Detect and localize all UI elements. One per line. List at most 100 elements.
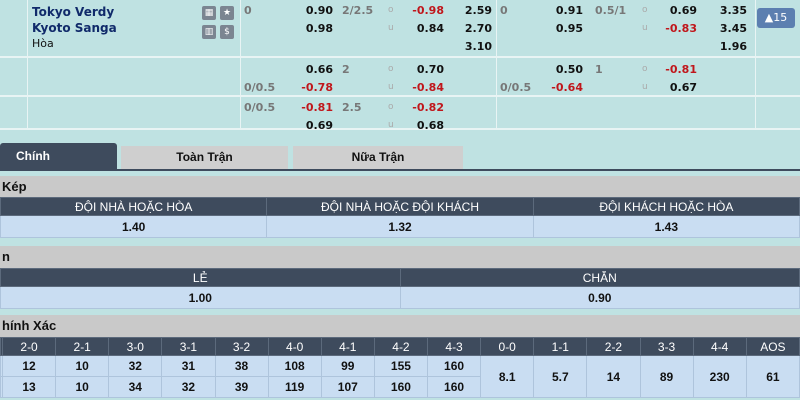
score-header: 1-1	[533, 337, 588, 356]
under-label: u	[642, 23, 648, 33]
hdp-line[interactable]: 0	[244, 4, 252, 17]
tab-main[interactable]: Chính	[0, 143, 117, 169]
odds-value[interactable]: -0.64	[551, 81, 583, 94]
under-label: u	[388, 120, 394, 130]
odds-value[interactable]: 0.68	[416, 119, 444, 132]
odds-cell[interactable]: 38	[214, 355, 269, 377]
odds-cell[interactable]: 160	[426, 355, 482, 377]
odds-cell[interactable]: 61	[745, 355, 800, 398]
odds-cell[interactable]: 1.32	[266, 215, 534, 238]
score-header: 4-1	[320, 337, 375, 356]
odds-cell[interactable]: 230	[692, 355, 747, 398]
odd-even-table: LẺ CHẴN 1.00 0.90	[0, 268, 800, 309]
over-label: o	[388, 5, 394, 15]
odds-cell[interactable]: 160	[426, 376, 482, 398]
tab-half-match[interactable]: Nữa Trận	[293, 146, 463, 169]
1x2-value[interactable]: 3.45	[719, 22, 747, 35]
over-label: o	[388, 64, 394, 74]
odds-cell[interactable]: 1.00	[0, 286, 401, 309]
odds-value[interactable]: -0.83	[665, 22, 697, 35]
ou-line[interactable]: 2.5	[342, 101, 362, 114]
odds-value[interactable]: 0.90	[305, 4, 333, 17]
odds-value[interactable]: 0.67	[669, 81, 697, 94]
odds-value[interactable]: 0.69	[669, 4, 697, 17]
odds-value[interactable]: -0.98	[412, 4, 444, 17]
odds-value[interactable]: 0.66	[305, 63, 333, 76]
odds-value[interactable]: 0.70	[416, 63, 444, 76]
odds-value[interactable]: -0.81	[665, 63, 697, 76]
dollar-icon[interactable]: $	[220, 25, 234, 39]
odds-cell[interactable]: 160	[373, 376, 429, 398]
odds-value[interactable]: -0.82	[412, 101, 444, 114]
odds-cell[interactable]: 5.7	[533, 355, 588, 398]
odds-cell[interactable]: 13	[1, 376, 57, 398]
stats-icon[interactable]: ▥	[202, 25, 216, 39]
star-icon[interactable]: ★	[220, 6, 234, 20]
score-header: AOS	[745, 337, 800, 356]
score-header: 4-3	[426, 337, 482, 356]
odds-cell[interactable]: 31	[161, 355, 216, 377]
under-label: u	[642, 82, 648, 92]
odds-cell[interactable]: 89	[639, 355, 694, 398]
odds-cell[interactable]: 119	[267, 376, 322, 398]
score-header: 3-1	[161, 337, 216, 356]
header: CHẴN	[399, 268, 800, 287]
score-header: 4-2	[373, 337, 429, 356]
hdp-line[interactable]: 0/0.5	[500, 81, 532, 94]
score-header: 3-0	[108, 337, 163, 356]
odds-cell[interactable]: 32	[161, 376, 216, 398]
expand-more-button[interactable]: ▲15	[757, 8, 795, 28]
odds-cell[interactable]: 39	[214, 376, 269, 398]
1x2-value[interactable]: 1.96	[719, 40, 747, 53]
over-label: o	[642, 64, 648, 74]
odds-cell[interactable]: 1.43	[532, 215, 800, 238]
odds-cell[interactable]: 107	[320, 376, 375, 398]
odds-cell[interactable]: 32	[108, 355, 163, 377]
over-label: o	[388, 102, 394, 112]
odds-cell[interactable]: 99	[320, 355, 375, 377]
hdp-line[interactable]: 0/0.5	[244, 101, 276, 114]
odds-cell[interactable]: 10	[55, 376, 110, 398]
odds-value[interactable]: 0.95	[555, 22, 583, 35]
over-label: o	[642, 5, 648, 15]
1x2-value[interactable]: 2.70	[464, 22, 492, 35]
double-chance-table: ĐỘI NHÀ HOẶC HÒA ĐỘI NHÀ HOẶC ĐỘI KHÁCH ĐỘ…	[0, 197, 800, 238]
1x2-value[interactable]: 3.10	[464, 40, 492, 53]
score-header: 4-0	[267, 337, 322, 356]
header: LẺ	[0, 268, 401, 287]
odds-value[interactable]: 0.50	[555, 63, 583, 76]
odds-value[interactable]: 0.98	[305, 22, 333, 35]
ou-line[interactable]: 1	[595, 63, 603, 76]
odds-cell[interactable]: 12	[1, 355, 57, 377]
odds-cell[interactable]: 34	[108, 376, 163, 398]
home-team[interactable]: Tokyo Verdy	[32, 5, 115, 19]
score-header: 2-2	[586, 337, 641, 356]
odds-cell[interactable]: 1.40	[0, 215, 268, 238]
lineup-icon[interactable]: ▦	[202, 6, 216, 20]
ou-line[interactable]: 2	[342, 63, 350, 76]
double-chance-title: Kép	[0, 176, 800, 198]
draw-label: Hòa	[32, 37, 54, 50]
ou-line[interactable]: 0.5/1	[595, 4, 627, 17]
odds-cell[interactable]: 0.90	[399, 286, 800, 309]
odds-value[interactable]: 0.84	[416, 22, 444, 35]
1x2-value[interactable]: 3.35	[719, 4, 747, 17]
odds-value[interactable]: 0.91	[555, 4, 583, 17]
ou-line[interactable]: 2/2.5	[342, 4, 374, 17]
header: ĐỘI NHÀ HOẶC ĐỘI KHÁCH	[266, 197, 534, 216]
odds-cell[interactable]: 155	[373, 355, 429, 377]
odds-cell[interactable]: 108	[267, 355, 322, 377]
1x2-value[interactable]: 2.59	[464, 4, 492, 17]
score-header: 4-4	[692, 337, 747, 356]
odds-cell[interactable]: 14	[586, 355, 641, 398]
away-team[interactable]: Kyoto Sanga	[32, 21, 117, 35]
hdp-line[interactable]: 0/0.5	[244, 81, 276, 94]
odds-value[interactable]: -0.78	[301, 81, 333, 94]
odds-value[interactable]: -0.84	[412, 81, 444, 94]
odds-value[interactable]: 0.69	[305, 119, 333, 132]
odds-value[interactable]: -0.81	[301, 101, 333, 114]
tab-full-match[interactable]: Toàn Trận	[121, 146, 288, 169]
hdp-line[interactable]: 0	[500, 4, 508, 17]
odds-cell[interactable]: 8.1	[480, 355, 535, 398]
odds-cell[interactable]: 10	[55, 355, 110, 377]
